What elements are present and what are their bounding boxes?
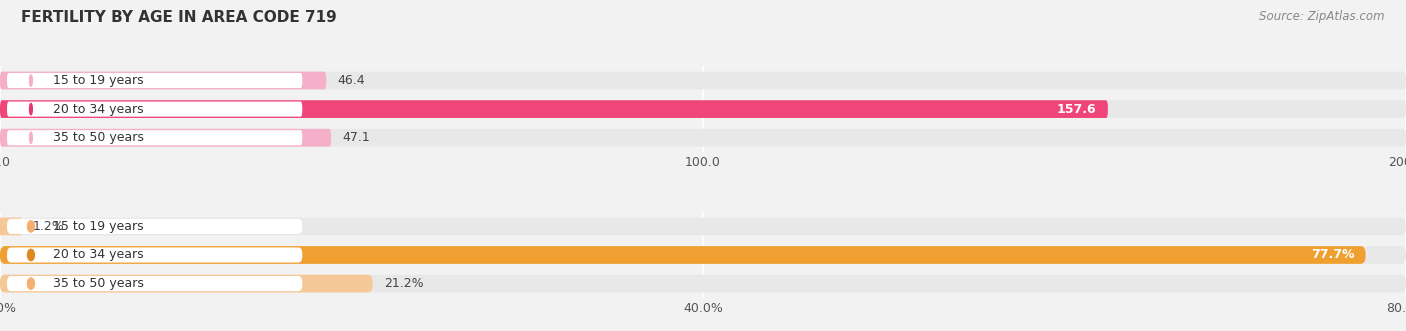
Text: 46.4: 46.4 <box>337 74 366 87</box>
FancyBboxPatch shape <box>0 100 1406 118</box>
FancyBboxPatch shape <box>7 73 302 88</box>
Text: 77.7%: 77.7% <box>1310 249 1354 261</box>
FancyBboxPatch shape <box>0 275 373 293</box>
FancyBboxPatch shape <box>0 275 1406 293</box>
FancyBboxPatch shape <box>0 71 1406 89</box>
FancyBboxPatch shape <box>0 217 21 235</box>
Circle shape <box>30 132 32 143</box>
Circle shape <box>28 249 34 260</box>
Text: 157.6: 157.6 <box>1057 103 1097 116</box>
Text: FERTILITY BY AGE IN AREA CODE 719: FERTILITY BY AGE IN AREA CODE 719 <box>21 10 337 25</box>
Text: 20 to 34 years: 20 to 34 years <box>53 103 143 116</box>
Text: 1.2%: 1.2% <box>32 220 65 233</box>
FancyBboxPatch shape <box>0 100 1108 118</box>
FancyBboxPatch shape <box>0 129 1406 147</box>
FancyBboxPatch shape <box>0 129 332 147</box>
FancyBboxPatch shape <box>0 246 1365 264</box>
FancyBboxPatch shape <box>7 248 302 262</box>
Circle shape <box>28 221 34 232</box>
FancyBboxPatch shape <box>0 246 1406 264</box>
Text: 15 to 19 years: 15 to 19 years <box>53 74 143 87</box>
Circle shape <box>28 278 34 289</box>
Text: 35 to 50 years: 35 to 50 years <box>53 131 145 144</box>
Text: 35 to 50 years: 35 to 50 years <box>53 277 145 290</box>
FancyBboxPatch shape <box>7 219 302 234</box>
FancyBboxPatch shape <box>7 102 302 117</box>
Text: Source: ZipAtlas.com: Source: ZipAtlas.com <box>1260 10 1385 23</box>
Circle shape <box>30 104 32 115</box>
FancyBboxPatch shape <box>7 276 302 291</box>
FancyBboxPatch shape <box>0 217 1406 235</box>
Text: 15 to 19 years: 15 to 19 years <box>53 220 143 233</box>
Text: 21.2%: 21.2% <box>384 277 423 290</box>
Circle shape <box>30 75 32 86</box>
Text: 20 to 34 years: 20 to 34 years <box>53 249 143 261</box>
FancyBboxPatch shape <box>7 130 302 145</box>
Text: 47.1: 47.1 <box>343 131 370 144</box>
FancyBboxPatch shape <box>0 71 326 89</box>
